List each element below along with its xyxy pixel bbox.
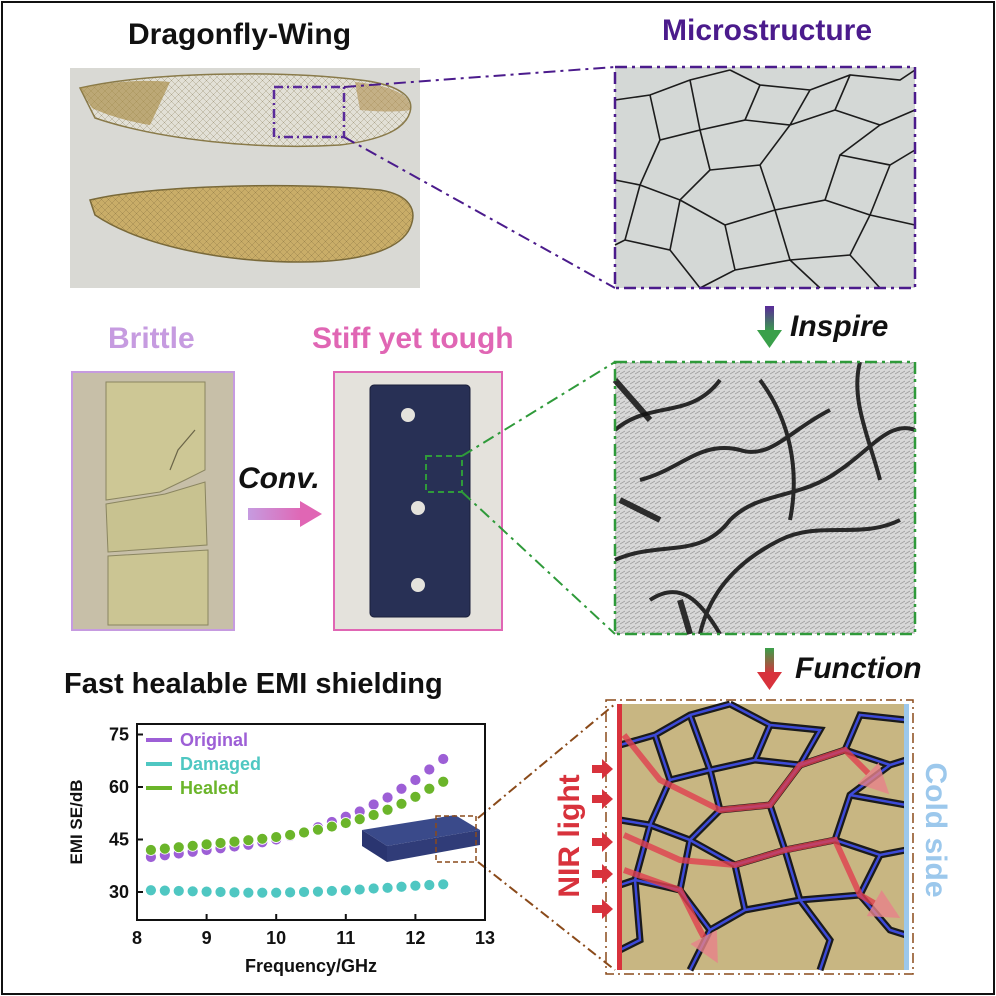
data-point-damaged: [312, 885, 324, 898]
data-point-healed: [242, 834, 255, 847]
x-tick-label: 12: [405, 928, 425, 948]
data-point-damaged: [339, 884, 352, 897]
label-inspire: Inspire: [790, 310, 889, 343]
data-point-healed: [158, 842, 171, 855]
nir-arrows: [592, 759, 613, 919]
label-nir-light-text: NIR light: [553, 774, 586, 898]
conv-arrow: [248, 501, 322, 527]
function-arrow: [757, 648, 782, 690]
data-point-damaged: [172, 885, 185, 897]
data-point-healed: [395, 797, 408, 810]
chart-y-label: EMI SE/dB: [67, 779, 86, 864]
data-point-original: [423, 763, 436, 776]
data-point-damaged: [325, 885, 338, 897]
legend-label-damaged: Damaged: [180, 754, 261, 774]
data-point-damaged: [381, 881, 394, 894]
data-point-damaged: [423, 879, 436, 891]
chart-inset-block: [362, 815, 480, 863]
data-point-damaged: [242, 886, 255, 899]
data-point-healed: [270, 831, 283, 843]
x-tick-label: 13: [475, 928, 495, 948]
stiff-sample-photo: [333, 371, 503, 631]
healing-illustration: [605, 699, 914, 975]
wing-photo: [70, 68, 420, 288]
data-point-damaged: [145, 884, 157, 897]
data-point-healed: [298, 826, 310, 839]
microstructure-image: [613, 65, 917, 290]
data-point-healed: [145, 844, 157, 856]
data-point-damaged: [158, 884, 171, 897]
label-brittle: Brittle: [108, 322, 195, 355]
y-tick-label: 45: [109, 830, 129, 850]
x-tick-label: 10: [266, 928, 286, 948]
emi-chart: 8 9 10 11 12 13 30 45 60 75 Original Damaged Heale…: [67, 723, 495, 976]
data-point-healed: [228, 835, 241, 848]
data-point-damaged: [298, 886, 310, 898]
data-point-damaged: [256, 886, 269, 899]
legend-label-original: Original: [180, 730, 248, 750]
brittle-sample-photo: [71, 371, 235, 631]
data-point-damaged: [284, 886, 297, 899]
x-tick-label: 9: [202, 928, 212, 948]
legend-label-healed: Healed: [180, 778, 239, 798]
data-point-damaged: [353, 883, 366, 896]
wing-zoom-box: [272, 85, 346, 139]
data-point-damaged: [270, 886, 283, 899]
label-emi-title: Fast healable EMI shielding: [64, 668, 443, 700]
data-point-damaged: [186, 885, 199, 898]
data-point-healed: [172, 841, 185, 854]
data-point-healed: [186, 839, 199, 852]
data-point-original: [381, 791, 394, 804]
inspire-arrow: [757, 306, 782, 348]
data-point-original: [409, 774, 422, 786]
label-dragonfly-wing: Dragonfly-Wing: [128, 18, 352, 51]
label-function: Function: [795, 652, 922, 685]
series-damaged: [145, 878, 450, 899]
data-point-healed: [381, 803, 394, 816]
data-point-damaged: [395, 880, 408, 893]
y-tick-label: 60: [109, 777, 129, 797]
data-point-damaged: [409, 879, 422, 892]
data-point-healed: [200, 838, 213, 851]
data-point-original: [437, 753, 450, 765]
label-stiff-yet-tough: Stiff yet tough: [312, 322, 514, 355]
chart-legend: Original Damaged Healed: [146, 730, 261, 798]
series-healed: [145, 775, 450, 856]
chart-plot-area: [136, 723, 486, 921]
data-point-healed: [367, 809, 380, 821]
y-tick-label: 75: [109, 725, 129, 745]
data-point-healed: [409, 790, 422, 803]
y-tick-label: 30: [109, 882, 129, 902]
data-point-original: [367, 798, 380, 811]
data-point-healed: [339, 817, 352, 829]
data-point-healed: [423, 782, 436, 795]
data-point-healed: [325, 820, 338, 833]
data-point-damaged: [437, 878, 450, 891]
x-tick-label: 8: [132, 928, 142, 948]
data-point-damaged: [228, 886, 241, 899]
data-point-damaged: [214, 886, 227, 898]
label-conv: Conv.: [238, 462, 320, 495]
data-point-healed: [437, 775, 450, 788]
data-point-damaged: [367, 882, 380, 895]
label-microstructure: Microstructure: [662, 14, 873, 47]
sem-image: [612, 360, 917, 636]
data-point-healed: [284, 829, 297, 841]
data-point-original: [395, 782, 408, 795]
x-tick-label: 11: [336, 928, 355, 948]
data-point-healed: [214, 837, 227, 849]
label-cold-side-text: Cold side: [919, 762, 952, 898]
chart-x-label: Frequency/GHz: [245, 956, 377, 976]
data-point-healed: [312, 823, 324, 836]
data-point-damaged: [200, 885, 213, 898]
data-point-healed: [353, 813, 366, 826]
data-point-healed: [256, 832, 269, 845]
